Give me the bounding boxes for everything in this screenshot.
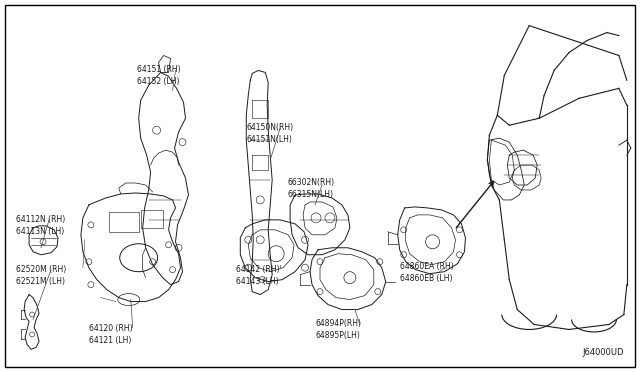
Bar xyxy=(141,210,163,228)
Text: 64860EA (RH)
64860EB (LH): 64860EA (RH) 64860EB (LH) xyxy=(400,262,454,282)
Text: J64000UD: J64000UD xyxy=(582,348,624,357)
Bar xyxy=(109,212,139,232)
Text: 64894P(RH)
64895P(LH): 64894P(RH) 64895P(LH) xyxy=(315,320,361,340)
Text: 64120 (RH)
64121 (LH): 64120 (RH) 64121 (LH) xyxy=(89,324,132,345)
Text: 64112N (RH)
64113N (LH): 64112N (RH) 64113N (LH) xyxy=(16,215,65,236)
Text: 64150N(RH)
64151N(LH): 64150N(RH) 64151N(LH) xyxy=(246,123,293,144)
Text: 64142 (RH)
64143 (LH): 64142 (RH) 64143 (LH) xyxy=(236,265,280,285)
Text: 62520M (RH)
62521M (LH): 62520M (RH) 62521M (LH) xyxy=(16,265,67,285)
Text: 64151 (RH)
64152 (LH): 64151 (RH) 64152 (LH) xyxy=(137,65,180,86)
Text: 66302N(RH)
66315N(LH): 66302N(RH) 66315N(LH) xyxy=(287,178,334,199)
